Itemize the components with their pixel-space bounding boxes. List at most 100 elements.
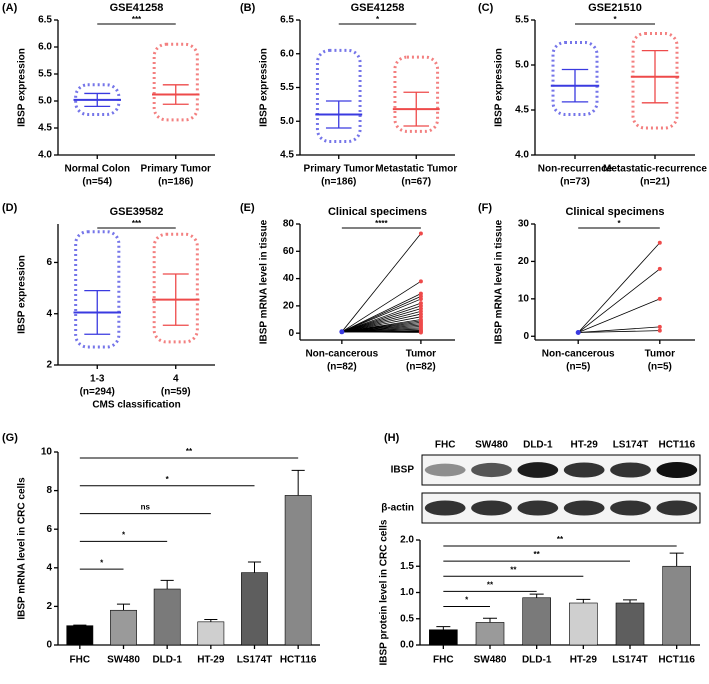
y-tick-label: 5.0 bbox=[515, 60, 529, 71]
error-bar bbox=[291, 469, 305, 496]
x-tick-label: LS174T bbox=[237, 655, 273, 666]
x-tick-label: SW480 bbox=[474, 655, 507, 666]
comparison-label: * bbox=[100, 558, 104, 567]
tumor-point bbox=[657, 324, 662, 329]
panel-label: (C) bbox=[478, 2, 494, 14]
y-tick-label: 6 bbox=[46, 257, 52, 268]
comparison-label: ** bbox=[557, 535, 564, 544]
y-tick-label: 5.5 bbox=[38, 69, 52, 80]
n-label: (n=54) bbox=[82, 177, 112, 188]
n-label: (n=73) bbox=[560, 177, 590, 188]
y-tick-label: 40 bbox=[283, 273, 295, 284]
y-tick-label: 5.5 bbox=[280, 82, 294, 93]
x-tick-label: LS174T bbox=[612, 655, 648, 666]
x-tick-label: 1-3 bbox=[90, 374, 105, 385]
n-label: (n=186) bbox=[321, 177, 356, 188]
chart-title: GSE21510 bbox=[588, 2, 642, 14]
blot-band bbox=[563, 500, 605, 516]
bar bbox=[241, 572, 268, 646]
y-axis-title: IBSP mRNA level in tissue bbox=[494, 219, 505, 344]
x-tick-label: FHC bbox=[70, 655, 91, 666]
paired-line bbox=[578, 330, 660, 333]
bar bbox=[153, 588, 181, 646]
error-bar bbox=[623, 599, 637, 603]
tumor-point bbox=[418, 297, 423, 302]
error-bar bbox=[576, 598, 591, 603]
x-tick-label: HT-29 bbox=[570, 655, 598, 666]
paired-line bbox=[341, 302, 422, 333]
x-tick-label: Metastatic-recurrence bbox=[603, 164, 707, 175]
error-bar bbox=[160, 579, 174, 590]
paired-line bbox=[341, 280, 422, 333]
paired-line bbox=[341, 305, 422, 333]
x-tick-label: DLD-1 bbox=[522, 655, 552, 666]
x-tick-label: Tumor bbox=[645, 349, 675, 360]
comparison-label: * bbox=[465, 596, 469, 605]
x-tick-label: Primary Tumor bbox=[141, 164, 211, 175]
error-bar bbox=[247, 561, 262, 573]
y-tick-label: 10 bbox=[41, 447, 53, 458]
error-bar bbox=[669, 552, 684, 567]
error-bar bbox=[483, 617, 497, 623]
n-label: (n=21) bbox=[640, 177, 670, 188]
y-axis-title: IBSP mRNA level in CRC cells bbox=[17, 477, 28, 620]
n-label: (n=82) bbox=[327, 362, 357, 373]
x-axis-title: CMS classification bbox=[92, 400, 180, 411]
tumor-point bbox=[418, 279, 423, 284]
lane-label: SW480 bbox=[475, 440, 508, 451]
x-tick-label: SW480 bbox=[107, 655, 140, 666]
chart-title: GSE41258 bbox=[110, 2, 164, 14]
bar bbox=[662, 565, 691, 646]
y-tick-label: 60 bbox=[283, 246, 295, 257]
error-bar bbox=[204, 619, 218, 622]
y-tick-label: 6.5 bbox=[38, 15, 52, 26]
paired-line bbox=[341, 308, 422, 333]
y-tick-label: 4.5 bbox=[280, 150, 294, 161]
y-tick-label: 0 bbox=[46, 640, 52, 651]
bar bbox=[110, 609, 137, 646]
chart-title: GSE39582 bbox=[110, 206, 164, 218]
n-label: (n=82) bbox=[406, 362, 436, 373]
n-label: (n=67) bbox=[401, 177, 431, 188]
paired-line bbox=[577, 268, 661, 333]
blot-frame bbox=[421, 492, 701, 524]
y-tick-label: 6.5 bbox=[280, 15, 294, 26]
bar bbox=[66, 625, 94, 646]
y-tick-label: 6.0 bbox=[38, 42, 52, 53]
y-tick-label: 2 bbox=[46, 601, 52, 612]
y-tick-label: 80 bbox=[283, 219, 295, 230]
n-label: (n=59) bbox=[161, 387, 191, 398]
y-tick-label: 4.5 bbox=[515, 105, 529, 116]
y-tick-label: 6.0 bbox=[280, 48, 294, 59]
chart-title: GSE41258 bbox=[351, 2, 405, 14]
y-axis-title: IBSP expression bbox=[494, 48, 505, 127]
comparison-label: ns bbox=[141, 503, 151, 512]
comparison-label: ** bbox=[186, 447, 193, 456]
tumor-point bbox=[418, 231, 423, 236]
panel-label: (H) bbox=[384, 432, 400, 444]
blot-band bbox=[656, 500, 698, 516]
chart-title: Clinical specimens bbox=[328, 206, 427, 218]
lane-label: FHC bbox=[435, 440, 456, 451]
y-axis-title: IBSP expression bbox=[259, 48, 270, 127]
panel-label: (A) bbox=[2, 2, 18, 14]
y-tick-label: 4.0 bbox=[38, 150, 52, 161]
blot-band bbox=[517, 500, 559, 516]
y-tick-label: 2.0 bbox=[400, 535, 414, 546]
blot-row-label: β-actin bbox=[381, 503, 414, 514]
y-tick-label: 20 bbox=[283, 301, 295, 312]
comparison-label: * bbox=[166, 475, 170, 484]
paired-line bbox=[341, 310, 422, 333]
blot-band bbox=[424, 463, 466, 477]
bar bbox=[569, 602, 598, 646]
x-tick-label: Normal Colon bbox=[64, 164, 130, 175]
bar bbox=[522, 597, 551, 646]
panel-label: (G) bbox=[2, 432, 18, 444]
error-bar bbox=[529, 593, 544, 598]
blot-band bbox=[563, 462, 605, 478]
x-tick-label: Non-recurrence bbox=[538, 164, 613, 175]
error-bar bbox=[116, 603, 131, 611]
x-tick-label: HT-29 bbox=[197, 655, 225, 666]
paired-line bbox=[341, 295, 422, 333]
